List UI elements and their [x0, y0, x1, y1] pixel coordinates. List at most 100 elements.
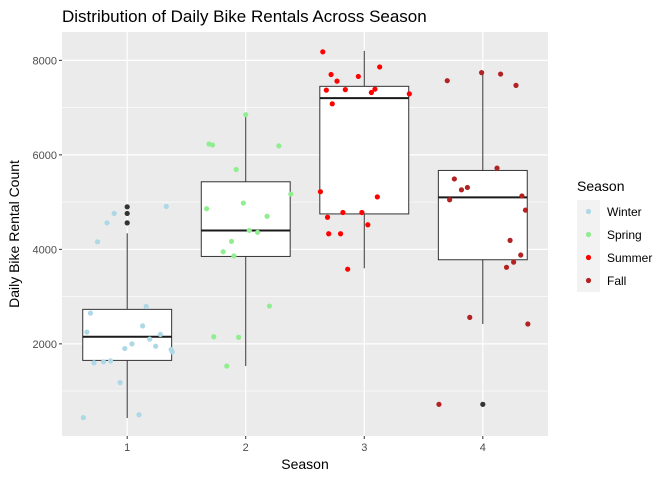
data-point	[231, 253, 237, 259]
legend-item-winter: Winter	[577, 200, 642, 223]
data-point	[447, 197, 453, 203]
legend-swatch	[585, 277, 592, 284]
data-point	[80, 414, 86, 421]
box-category-4	[437, 72, 528, 407]
data-point	[169, 349, 175, 355]
data-point	[451, 176, 457, 182]
data-point	[153, 343, 159, 349]
data-point	[157, 331, 163, 338]
data-point	[368, 89, 374, 96]
data-point	[129, 341, 135, 347]
chart-title: Distribution of Daily Bike Rentals Acros…	[62, 7, 427, 26]
data-point	[209, 142, 216, 148]
x-tick-label: 2	[243, 442, 249, 454]
data-point	[355, 73, 361, 80]
data-point	[204, 206, 210, 212]
data-point	[94, 239, 101, 245]
legend: Season Winter Spring Summer Fall	[577, 178, 652, 292]
legend-label: Winter	[607, 205, 642, 219]
data-point	[143, 303, 149, 310]
y-tick-label: 4000	[33, 244, 57, 256]
outlier-point	[124, 204, 130, 210]
data-point	[365, 222, 371, 228]
data-point	[464, 184, 470, 191]
data-point	[329, 101, 335, 107]
outlier-point	[480, 401, 486, 407]
data-point	[337, 231, 344, 237]
box-iqr	[82, 308, 173, 361]
data-point	[323, 87, 329, 93]
data-point	[513, 82, 519, 88]
x-tick-label: 3	[361, 442, 367, 454]
data-point	[359, 209, 365, 216]
legend-label: Spring	[607, 228, 642, 242]
data-point	[122, 345, 128, 352]
y-tick-label: 8000	[33, 55, 57, 67]
data-point	[117, 380, 123, 386]
data-point	[340, 209, 346, 216]
data-point	[467, 314, 473, 320]
data-point	[276, 143, 282, 149]
outlier-point	[124, 210, 130, 217]
data-point	[444, 78, 450, 84]
data-point	[334, 78, 340, 84]
outlier-point	[124, 220, 130, 226]
box-iqr	[200, 181, 291, 257]
series-fall	[436, 70, 531, 407]
data-point	[243, 112, 249, 118]
legend-label: Fall	[607, 274, 626, 288]
data-point	[104, 220, 110, 226]
legend-item-spring: Spring	[577, 223, 642, 246]
data-point	[136, 412, 142, 418]
data-point	[91, 360, 97, 366]
x-axis-ticks: 1 2 3 4	[124, 436, 486, 454]
data-point	[497, 71, 504, 77]
box-iqr	[319, 85, 410, 215]
legend-swatch	[585, 231, 592, 238]
y-axis-ticks: 2000 4000 6000 8000	[33, 55, 62, 351]
x-tick-label: 1	[124, 442, 130, 454]
data-point	[211, 334, 217, 340]
data-point	[324, 214, 331, 220]
data-point	[320, 49, 326, 55]
data-point	[525, 321, 531, 327]
data-point	[163, 203, 169, 209]
x-tick-label: 4	[480, 442, 486, 454]
data-point	[266, 303, 273, 309]
data-point	[326, 231, 332, 237]
legend-swatch	[585, 208, 592, 215]
data-point	[147, 336, 153, 342]
data-point	[503, 264, 510, 270]
data-point	[377, 64, 383, 70]
data-point	[246, 227, 252, 234]
box-category-2	[200, 114, 291, 367]
data-point	[458, 187, 465, 193]
data-point	[328, 71, 334, 78]
data-point	[240, 200, 246, 206]
legend-swatch	[585, 254, 592, 261]
data-point	[494, 165, 500, 171]
data-point	[406, 91, 412, 97]
y-tick-label: 6000	[33, 150, 57, 162]
box-iqr	[437, 169, 528, 261]
data-point	[228, 238, 235, 244]
data-point	[507, 237, 513, 243]
series-winter	[80, 203, 175, 421]
data-point	[87, 310, 94, 316]
data-point	[372, 86, 378, 92]
legend-title: Season	[577, 178, 624, 194]
data-point	[519, 193, 525, 199]
data-point	[288, 191, 294, 197]
box-category-3	[319, 50, 410, 269]
data-point	[518, 252, 524, 258]
data-point	[224, 363, 230, 369]
data-point	[264, 213, 270, 219]
points-group	[80, 49, 531, 421]
data-point	[111, 210, 117, 217]
data-point	[84, 329, 90, 335]
data-point	[511, 259, 517, 265]
legend-item-summer: Summer	[577, 246, 652, 269]
data-point	[233, 166, 239, 173]
box-group	[82, 50, 528, 419]
data-point	[479, 70, 485, 76]
